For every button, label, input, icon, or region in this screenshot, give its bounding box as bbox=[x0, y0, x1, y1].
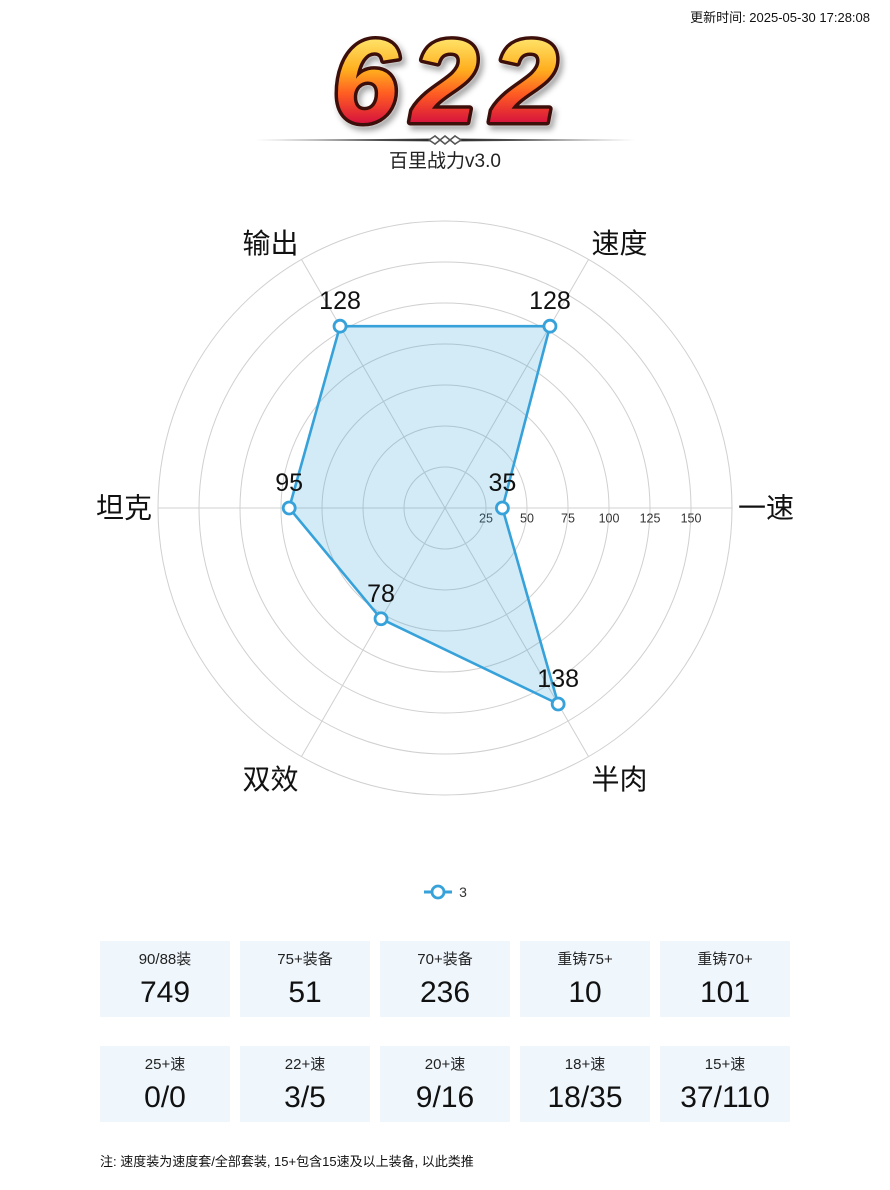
stat-label: 25+速 bbox=[144, 1056, 186, 1073]
stat-label: 重铸75+ bbox=[557, 951, 613, 968]
data-label: 95 bbox=[275, 469, 303, 497]
tick-label: 125 bbox=[640, 512, 661, 526]
axis-label: 速度 bbox=[592, 228, 648, 259]
radar-axis-line bbox=[444, 507, 589, 757]
divider-line-left bbox=[255, 138, 430, 142]
equipment-stats-row: 90/88装 749 75+装备 51 70+装备 236 重铸75+ 10 重… bbox=[100, 941, 790, 1017]
legend-icon-marker bbox=[430, 884, 446, 900]
speed-stats-row: 25+速 0/0 22+速 3/5 20+速 9/16 18+速 18/35 1… bbox=[100, 1046, 790, 1122]
stat-value: 9/16 bbox=[415, 1081, 475, 1114]
stat-label: 75+装备 bbox=[277, 951, 333, 968]
stat-card: 重铸75+ 10 bbox=[520, 941, 650, 1017]
tick-label: 50 bbox=[520, 512, 534, 526]
axis-label: 一速 bbox=[738, 493, 794, 524]
stat-label: 20+速 bbox=[424, 1056, 466, 1073]
stat-value: 0/0 bbox=[144, 1081, 186, 1114]
data-label: 138 bbox=[537, 665, 579, 693]
stat-card: 75+装备 51 bbox=[240, 941, 370, 1017]
stat-value: 236 bbox=[419, 976, 471, 1009]
axis-label: 双效 bbox=[242, 764, 298, 795]
radar-axis-line bbox=[301, 507, 446, 757]
axis-label: 输出 bbox=[242, 228, 298, 259]
ornament-stroke bbox=[434, 134, 456, 145]
stat-card: 70+装备 236 bbox=[380, 941, 510, 1017]
axis-label: 半肉 bbox=[592, 764, 648, 795]
stat-label: 15+速 bbox=[704, 1056, 746, 1073]
stat-value: 10 bbox=[568, 976, 602, 1009]
legend-label: 3 bbox=[459, 884, 467, 900]
data-point bbox=[550, 696, 566, 712]
stat-label: 重铸70+ bbox=[697, 951, 753, 968]
data-label: 78 bbox=[367, 580, 395, 608]
stat-value: 51 bbox=[288, 976, 322, 1009]
update-time: 更新时间: 2025-05-30 17:28:08 bbox=[690, 10, 870, 25]
stat-card: 18+速 18/35 bbox=[520, 1046, 650, 1122]
stat-value: 18/35 bbox=[547, 1081, 623, 1114]
stat-value: 37/110 bbox=[680, 1081, 770, 1114]
ornament-stroke bbox=[434, 135, 456, 146]
tick-label: 150 bbox=[681, 512, 702, 526]
stat-card: 90/88装 749 bbox=[100, 941, 230, 1017]
data-point bbox=[332, 318, 348, 334]
tick-label: 75 bbox=[561, 512, 575, 526]
data-label: 128 bbox=[529, 287, 571, 315]
data-point bbox=[373, 611, 389, 627]
score-logo: 622 bbox=[329, 13, 561, 152]
stat-value: 3/5 bbox=[284, 1081, 326, 1114]
knot-ornament-icon bbox=[428, 134, 462, 146]
axis-label: 坦克 bbox=[96, 493, 152, 524]
title-divider bbox=[255, 134, 640, 146]
stat-card: 20+速 9/16 bbox=[380, 1046, 510, 1122]
stat-label: 70+装备 bbox=[417, 951, 473, 968]
stat-card: 重铸70+ 101 bbox=[660, 941, 790, 1017]
data-point bbox=[542, 318, 558, 334]
tick-label: 100 bbox=[599, 512, 620, 526]
data-point bbox=[494, 500, 510, 516]
tick-label: 25 bbox=[479, 512, 493, 526]
legend-item[interactable]: 3 bbox=[423, 883, 467, 901]
stat-value: 749 bbox=[139, 976, 191, 1009]
radar-axis-line bbox=[301, 259, 446, 509]
footnote: 注: 速度装为速度套/全部套装, 15+包含15速及以上装备, 以此类推 bbox=[100, 1154, 474, 1169]
stat-card: 15+速 37/110 bbox=[660, 1046, 790, 1122]
page-subtitle: 百里战力v3.0 bbox=[389, 151, 501, 172]
stat-label: 18+速 bbox=[564, 1056, 606, 1073]
data-point bbox=[281, 500, 297, 516]
chart-legend: 3 bbox=[0, 883, 890, 901]
stat-value: 101 bbox=[699, 976, 751, 1009]
series-area bbox=[287, 324, 560, 706]
stat-label: 90/88装 bbox=[138, 951, 192, 968]
score-value: 622 bbox=[333, 16, 572, 148]
data-label: 128 bbox=[319, 287, 361, 315]
legend-series-icon bbox=[424, 884, 453, 900]
stat-label: 22+速 bbox=[284, 1056, 326, 1073]
divider-line-right bbox=[460, 138, 640, 142]
data-label: 35 bbox=[488, 469, 516, 497]
ornament-stroke bbox=[454, 135, 462, 145]
stat-card: 22+速 3/5 bbox=[240, 1046, 370, 1122]
stat-card: 25+速 0/0 bbox=[100, 1046, 230, 1122]
radar-axis-line bbox=[444, 259, 589, 509]
ornament-stroke bbox=[428, 135, 436, 145]
